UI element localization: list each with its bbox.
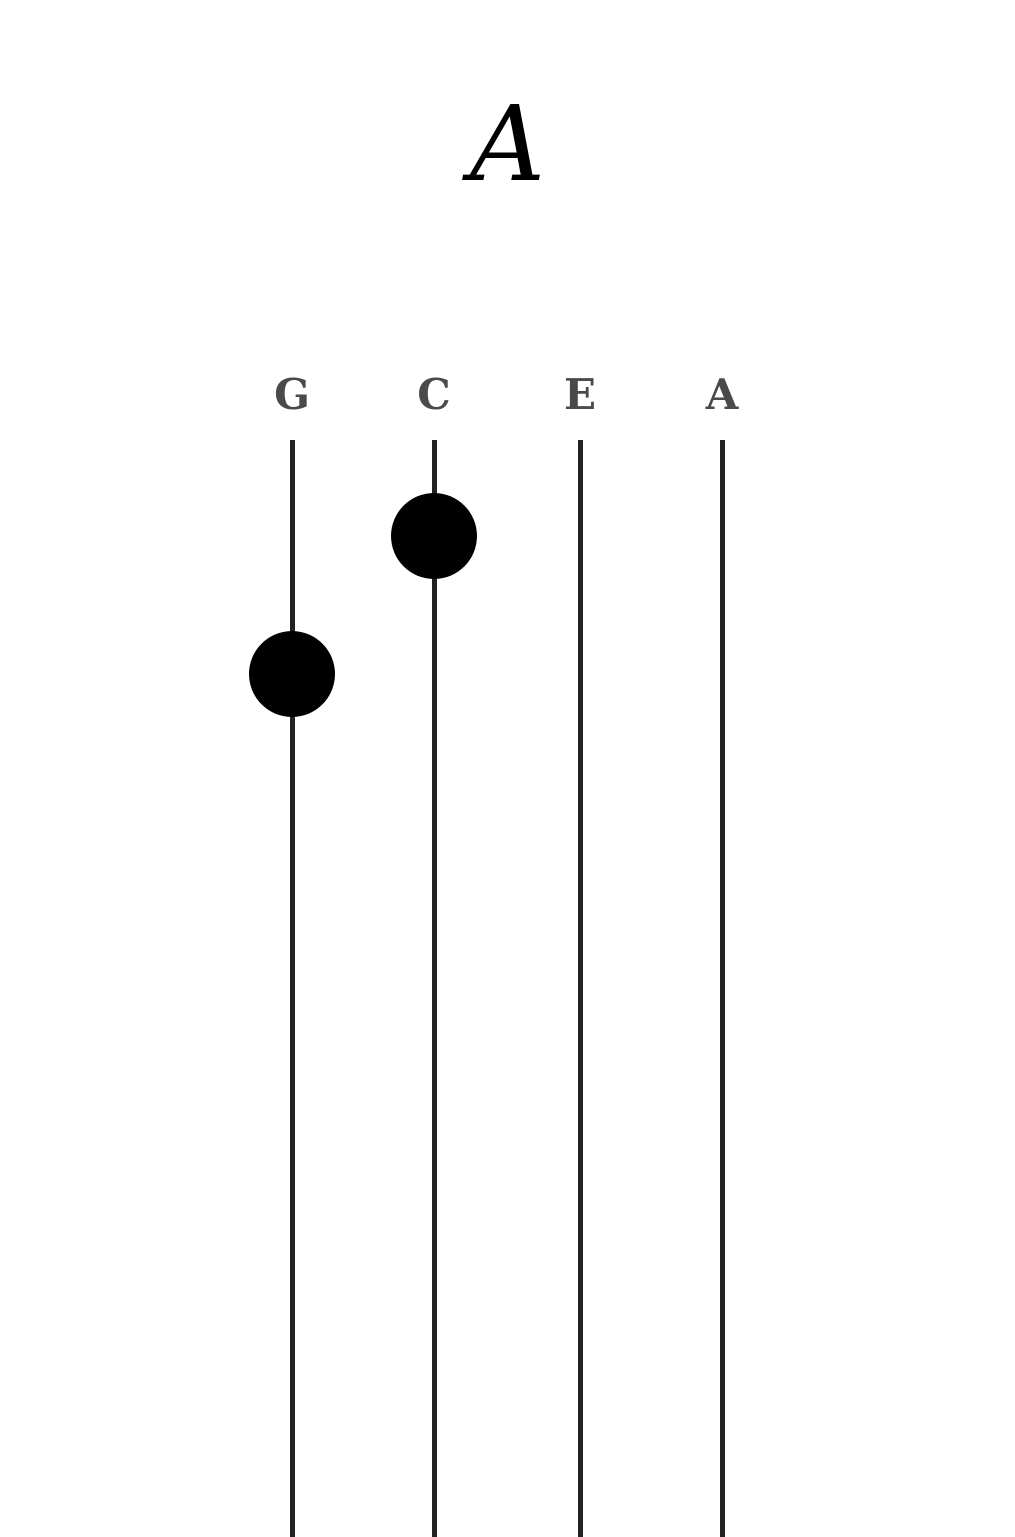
finger-dot-g-fret-2	[249, 631, 335, 717]
string-label-e: E	[563, 370, 596, 419]
finger-dot-c-fret-1	[391, 493, 477, 579]
string-label-c: C	[417, 370, 451, 419]
string-line-a	[719, 440, 725, 1537]
chord-title: A	[469, 83, 546, 205]
string-label-g: G	[274, 370, 310, 419]
string-label-a: A	[705, 370, 739, 419]
string-line-c	[431, 440, 437, 1537]
string-line-g	[289, 440, 295, 1537]
string-line-e	[577, 440, 583, 1537]
